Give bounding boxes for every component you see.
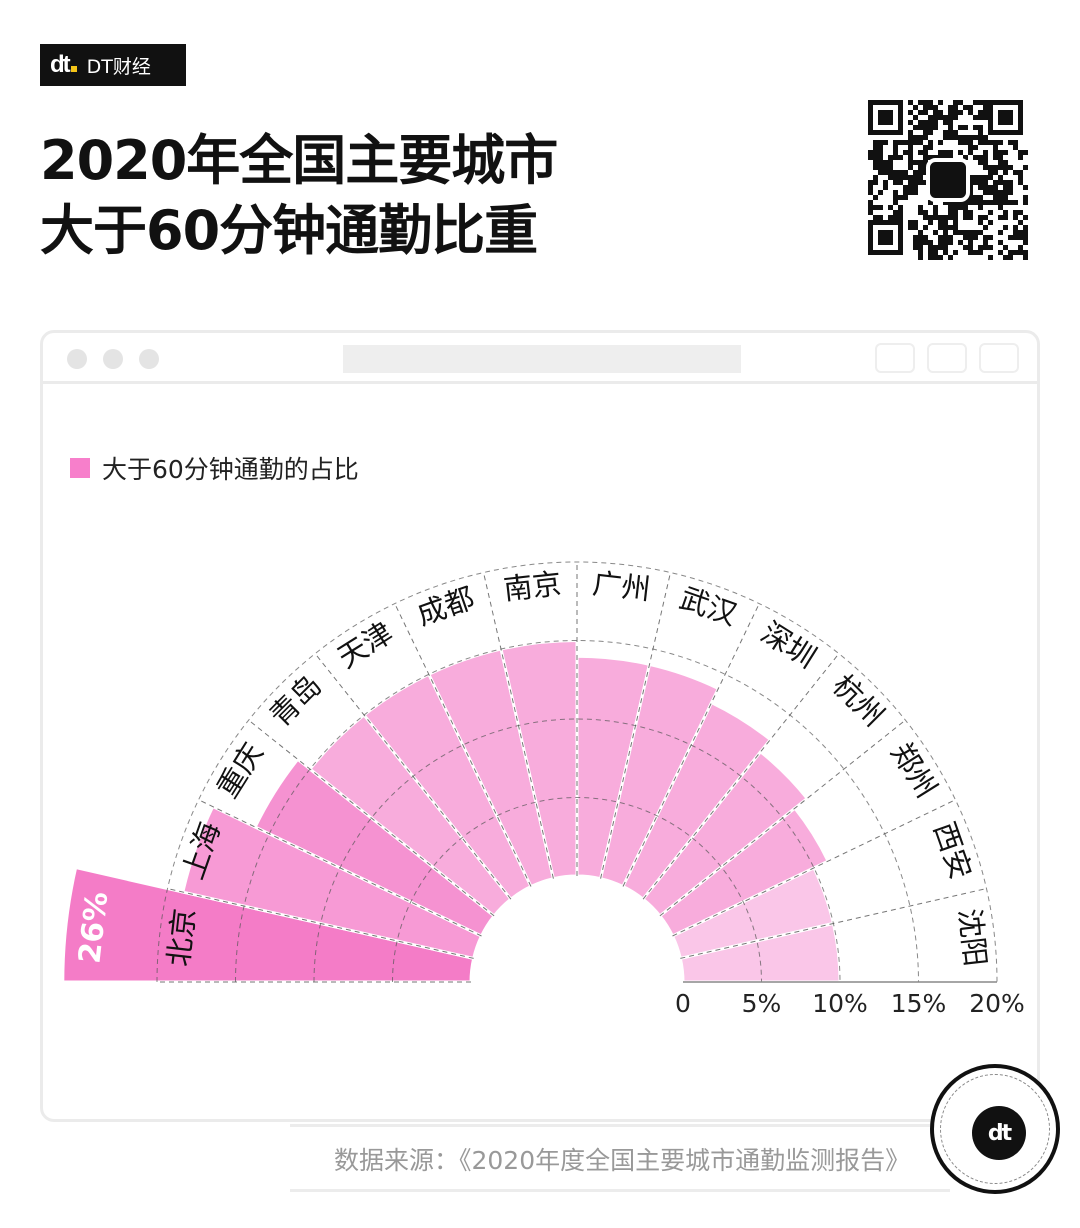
- category-label: 北京: [161, 907, 201, 968]
- axis-tick-label: 15%: [891, 989, 947, 1018]
- grid-circle: [235, 640, 919, 983]
- category-label: 郑州: [884, 737, 944, 804]
- grid-radial-line: [483, 572, 554, 879]
- title-line-2: 大于60分钟通勤比重: [40, 199, 538, 262]
- maximize-icon: [139, 349, 159, 369]
- category-label: 武汉: [675, 581, 741, 632]
- minimize-icon: [103, 349, 123, 369]
- category-label: 深圳: [755, 615, 822, 675]
- bar-杭州: [640, 749, 810, 919]
- bar-北京: [61, 865, 476, 984]
- grid-radial-line: [248, 719, 495, 917]
- grid-circle: [392, 797, 762, 983]
- source-text: 数据来源：《2020年度全国主要城市通勤监测报告》: [334, 1146, 911, 1175]
- axis-tick-label: 0: [675, 989, 691, 1018]
- data-label: 26%: [72, 890, 115, 965]
- legend: 大于60分钟通勤的占比: [70, 450, 359, 486]
- grid-radial-line: [198, 799, 482, 937]
- category-label: 广州: [591, 566, 652, 606]
- legend-label: 大于60分钟通勤的占比: [102, 455, 359, 484]
- category-label: 南京: [502, 566, 563, 606]
- grid-radial-line: [622, 603, 760, 887]
- category-label: 成都: [413, 581, 479, 632]
- grid-radial-line: [672, 799, 956, 937]
- share-icon: [927, 343, 967, 373]
- bar-重庆: [253, 757, 497, 939]
- page-title: 2020年全国主要城市 大于60分钟通勤比重: [40, 126, 558, 266]
- grid-radial-line: [314, 653, 512, 900]
- bar-深圳: [620, 700, 773, 902]
- brand-logo: dt DT财经: [40, 44, 186, 86]
- browser-window-frame: [40, 330, 1040, 1122]
- grid-circle: [156, 561, 998, 983]
- legend-swatch: [70, 458, 90, 478]
- address-bar: [343, 345, 741, 373]
- axis-tick-label: 20%: [969, 989, 1025, 1018]
- grid-circle: [313, 718, 841, 983]
- axis-tick-label: 5%: [742, 989, 782, 1018]
- brand-name: DT财经: [86, 55, 151, 78]
- axis-tick-label: 10%: [812, 989, 868, 1018]
- record-icon: [875, 343, 915, 373]
- title-line-1: 2020年全国主要城市: [40, 129, 558, 192]
- grid-radial-line: [167, 888, 474, 959]
- brand-mark: dt: [50, 51, 77, 79]
- source-banner: 数据来源：《2020年度全国主要城市通勤监测报告》: [290, 1124, 950, 1192]
- grid-radial-line: [600, 572, 671, 879]
- grid-radial-line: [680, 888, 987, 959]
- copy-icon: [979, 343, 1019, 373]
- grid-radial-line: [394, 603, 532, 887]
- grid-radial-line: [659, 719, 906, 917]
- qr-code: [868, 100, 1028, 260]
- title-bar-divider: [43, 381, 1037, 384]
- category-label: 沈阳: [952, 907, 992, 968]
- badge-mark: dt: [972, 1106, 1026, 1160]
- category-label: 青岛: [263, 668, 328, 733]
- close-icon: [67, 349, 87, 369]
- grid-radial-line: [642, 653, 840, 900]
- category-label: 重庆: [210, 737, 270, 804]
- category-label: 西安: [927, 818, 978, 884]
- category-label: 杭州: [826, 668, 891, 733]
- category-label: 天津: [332, 615, 399, 675]
- dt-badge-logo: dt: [930, 1064, 1060, 1194]
